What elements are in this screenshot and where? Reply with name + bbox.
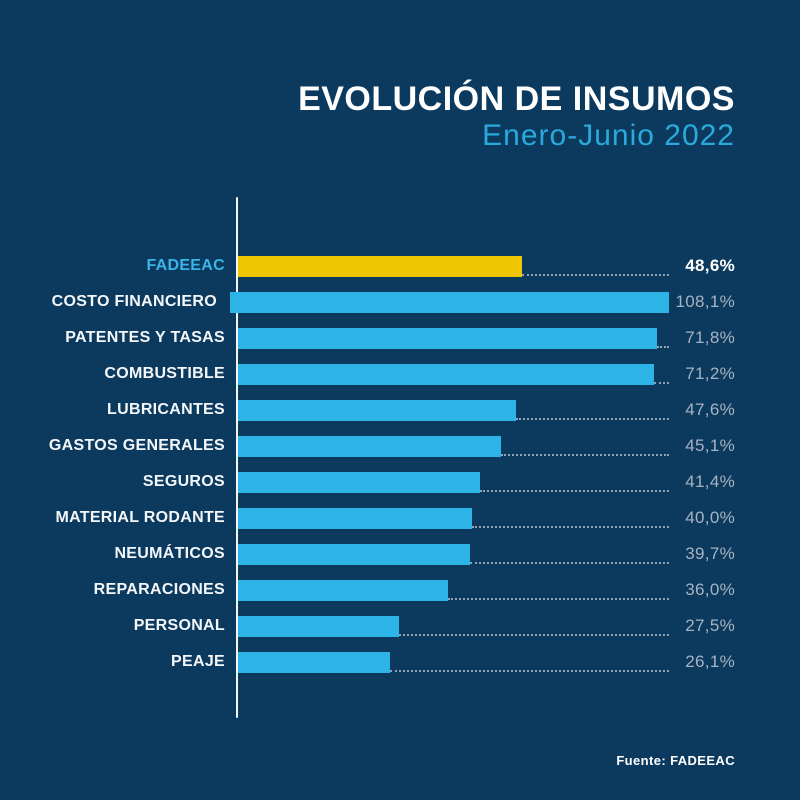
chart-row: SEGUROS 41,4% [0, 464, 800, 500]
category-label: SEGUROS [142, 473, 225, 490]
bar [238, 255, 522, 277]
value-label: 45,1% [685, 436, 735, 455]
bar-track: 71,2% [238, 363, 735, 385]
chart-row: MATERIAL RODANTE 40,0% [0, 500, 800, 536]
category-label: COSTO FINANCIERO [51, 293, 217, 310]
bar-track: 47,6% [238, 399, 735, 421]
value-label: 71,2% [685, 364, 735, 383]
bar-track: 108,1% [230, 291, 735, 313]
chart-row: NEUMÁTICOS 39,7% [0, 536, 800, 572]
bar [238, 471, 480, 493]
bar [238, 363, 654, 385]
bar [238, 615, 399, 637]
bar [238, 435, 501, 457]
value-label: 108,1% [675, 292, 735, 311]
bar-track: 48,6% [238, 255, 735, 277]
value-label: 39,7% [685, 544, 735, 563]
bar-track: 71,8% [238, 327, 735, 349]
leader-dotted-line [472, 508, 669, 528]
category-label: LUBRICANTES [107, 401, 225, 418]
leader-dotted-line [390, 652, 669, 672]
chart-row: REPARACIONES 36,0% [0, 572, 800, 608]
category-label: PERSONAL [133, 617, 225, 634]
source-note: Fuente: FADEEAC [616, 753, 735, 768]
bar [238, 399, 516, 421]
chart-row: FADEEAC 48,6% [0, 248, 800, 284]
bar [238, 327, 657, 349]
chart-row: PATENTES Y TASAS 71,8% [0, 320, 800, 356]
leader-dotted-line [657, 328, 669, 348]
chart-header: EVOLUCIÓN DE INSUMOS Enero-Junio 2022 [0, 80, 735, 154]
leader-dotted-line [470, 544, 669, 564]
value-label: 41,4% [685, 472, 735, 491]
category-label: COMBUSTIBLE [104, 365, 225, 382]
value-label: 71,8% [685, 328, 735, 347]
value-label: 47,6% [685, 400, 735, 419]
value-label: 26,1% [685, 652, 735, 671]
bar [230, 291, 669, 313]
chart-rows: FADEEAC 48,6% COSTO FINANCIERO 108,1% PA… [0, 248, 800, 680]
category-label: PEAJE [171, 653, 225, 670]
bar-track: 41,4% [238, 471, 735, 493]
chart-row: LUBRICANTES 47,6% [0, 392, 800, 428]
leader-dotted-line [654, 364, 669, 384]
category-label: MATERIAL RODANTE [55, 509, 225, 526]
leader-dotted-line [501, 436, 669, 456]
bar [238, 507, 472, 529]
bar-track: 45,1% [238, 435, 735, 457]
category-label: PATENTES Y TASAS [65, 329, 225, 346]
chart-row: COSTO FINANCIERO 108,1% [0, 284, 800, 320]
chart-row: PERSONAL 27,5% [0, 608, 800, 644]
chart-row: PEAJE 26,1% [0, 644, 800, 680]
leader-dotted-line [522, 256, 669, 276]
leader-dotted-line [516, 400, 669, 420]
category-label: NEUMÁTICOS [114, 545, 225, 562]
category-label: GASTOS GENERALES [48, 437, 225, 454]
bar-track: 26,1% [238, 651, 735, 673]
value-label: 36,0% [685, 580, 735, 599]
chart-row: GASTOS GENERALES 45,1% [0, 428, 800, 464]
leader-dotted-line [399, 616, 669, 636]
bar-track: 39,7% [238, 543, 735, 565]
chart-subtitle: Enero-Junio 2022 [482, 119, 735, 152]
bar [238, 579, 448, 601]
leader-dotted-line [480, 472, 669, 492]
bar-track: 36,0% [238, 579, 735, 601]
category-label: FADEEAC [146, 257, 225, 274]
bar-track: 27,5% [238, 615, 735, 637]
bar-track: 40,0% [238, 507, 735, 529]
category-label: REPARACIONES [93, 581, 225, 598]
bar [238, 651, 390, 673]
value-label: 40,0% [685, 508, 735, 527]
y-axis-baseline [236, 197, 238, 718]
leader-dotted-line [448, 580, 669, 600]
chart-title: EVOLUCIÓN DE INSUMOS [298, 80, 735, 118]
chart-row: COMBUSTIBLE 71,2% [0, 356, 800, 392]
bar [238, 543, 470, 565]
value-label: 27,5% [685, 616, 735, 635]
value-label: 48,6% [685, 256, 735, 275]
